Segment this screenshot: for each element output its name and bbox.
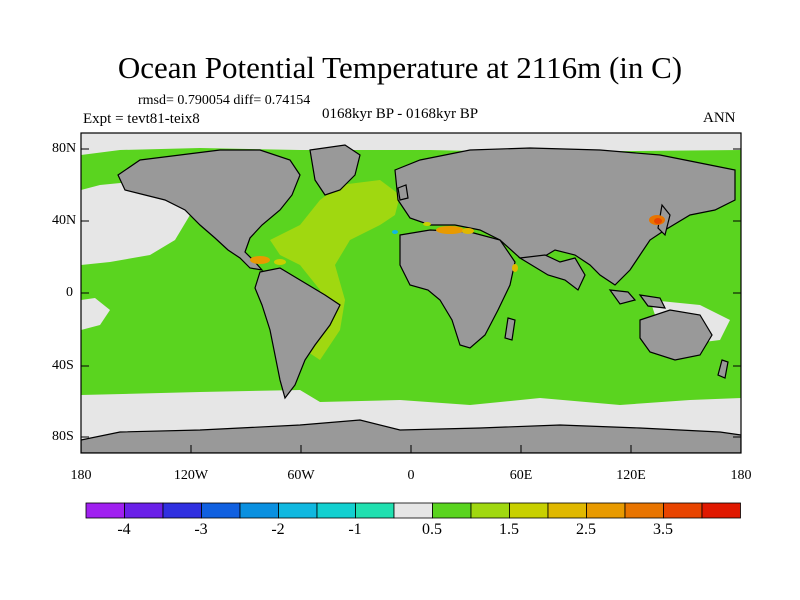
madagascar-land — [504, 317, 516, 341]
colorbar-label: 3.5 — [653, 521, 673, 538]
north-atlantic-anomaly — [270, 180, 400, 360]
colorbar-label: -4 — [117, 521, 131, 538]
lon-label-0: 0 — [407, 468, 415, 483]
new-zealand-land — [717, 359, 729, 379]
colorbar-swatch — [624, 502, 664, 519]
colorbar-label: 2.5 — [576, 521, 596, 538]
colorbar-swatch — [85, 502, 125, 519]
colorbar-swatch — [278, 502, 318, 519]
map-title: Ocean Potential Temperature at 2116m (in… — [117, 50, 683, 85]
axis-ticks — [81, 148, 741, 453]
colorbar — [85, 502, 741, 519]
lon-label-180e: 180 — [730, 468, 752, 483]
colorbar-swatch — [124, 502, 164, 519]
colorbar-swatch — [547, 502, 587, 519]
colorbar-swatch — [239, 502, 279, 519]
land-masses — [81, 144, 741, 453]
eurasia-land — [394, 147, 736, 286]
lat-label-40n: 40N — [52, 213, 77, 228]
africa-land — [399, 229, 516, 349]
colorbar-label: 0.5 — [422, 521, 442, 538]
uk-land — [397, 184, 409, 201]
lon-label-120e: 120E — [616, 468, 646, 483]
colorbar-label: 1.5 — [499, 521, 519, 538]
colorbar-swatch — [316, 502, 356, 519]
period-label: 0168kyr BP - 0168kyr BP — [322, 106, 479, 122]
colorbar-label: -1 — [348, 521, 362, 538]
colorbar-swatch — [162, 502, 202, 519]
map-panel — [81, 133, 741, 453]
lon-label-60e: 60E — [509, 468, 533, 483]
experiment-label: Expt = tevt81-teix8 — [83, 111, 200, 127]
stats-text: rmsd= 0.790054 diff= 0.74154 — [138, 93, 311, 108]
colorbar-swatch — [701, 502, 741, 519]
colorbar-swatch — [432, 502, 472, 519]
colorbar-swatch — [201, 502, 241, 519]
colorbar-swatch — [355, 502, 395, 519]
lat-label-80n: 80N — [52, 141, 77, 156]
south-asia-land — [518, 254, 586, 291]
greenland-land — [309, 144, 361, 196]
antarctica-land — [81, 419, 741, 453]
season-label: ANN — [703, 110, 736, 126]
lon-label-60w: 60W — [287, 468, 315, 483]
colorbar-swatch — [393, 502, 433, 519]
lat-label-0: 0 — [66, 285, 73, 300]
colorbar-label: -2 — [271, 521, 285, 538]
colorbar-swatch — [586, 502, 626, 519]
colorbar-swatch — [470, 502, 510, 519]
lat-label-40s: 40S — [52, 358, 74, 373]
south-america-land — [254, 267, 341, 400]
australia-land — [639, 309, 713, 361]
colorbar-swatch — [509, 502, 549, 519]
lon-label-180w: 180 — [70, 468, 92, 483]
colorbar-swatch — [663, 502, 703, 519]
indonesia-land — [608, 289, 637, 305]
lon-label-120w: 120W — [173, 468, 209, 483]
north-america-land — [117, 149, 301, 271]
lat-label-80s: 80S — [52, 429, 74, 444]
colorbar-label: -3 — [194, 521, 208, 538]
warm-anomalies — [250, 215, 665, 272]
